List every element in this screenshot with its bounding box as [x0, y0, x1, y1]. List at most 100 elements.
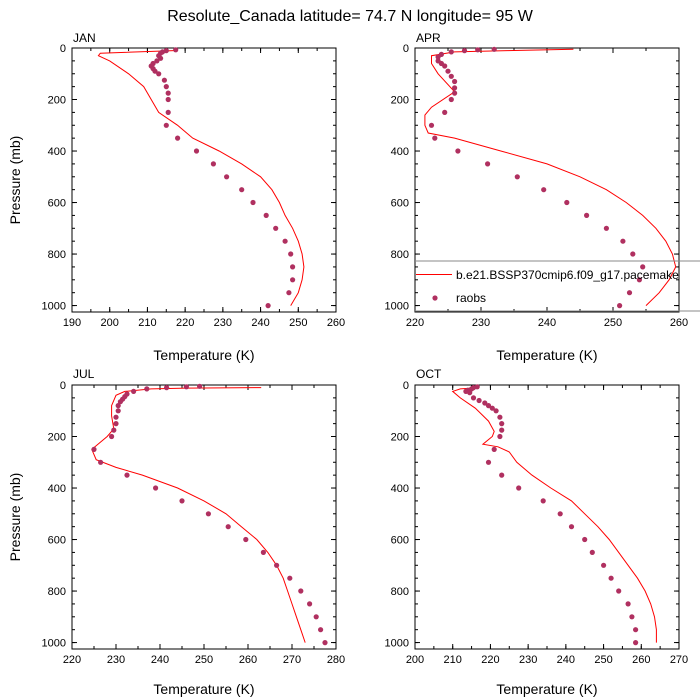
x-tick-label: 260 — [239, 654, 257, 666]
panel-jan: JAN Temperature (K) Pressure (mb) 190 200… — [7, 31, 345, 363]
obs-point — [288, 251, 293, 256]
obs-point — [569, 524, 574, 529]
obs-point — [630, 251, 635, 256]
y-tick-label: 800 — [391, 249, 409, 261]
x-tick-label: 240 — [151, 654, 169, 666]
x-tick-label: 240 — [538, 317, 556, 329]
plot-frame — [415, 385, 679, 649]
panel-oct: OCT Temperature (K) 200 210 220 230 240 250 26… — [385, 367, 689, 697]
obs-point — [541, 187, 546, 192]
model-series — [98, 51, 304, 306]
y-tick-label: 200 — [48, 432, 66, 444]
panel-title: OCT — [416, 367, 442, 381]
obs-point — [116, 403, 121, 408]
x-tick-label: 220 — [406, 317, 424, 329]
obs-point — [290, 264, 295, 269]
x-tick-label: 190 — [63, 317, 81, 329]
obs-point — [477, 398, 482, 403]
obs-point — [515, 174, 520, 179]
x-tick-label: 260 — [327, 317, 345, 329]
obs-point — [314, 614, 319, 619]
obs-point — [153, 485, 158, 490]
legend-obs-label: raobs — [456, 291, 486, 305]
obs-point — [266, 303, 271, 308]
plot-frame — [72, 48, 336, 312]
obs-point — [164, 84, 169, 89]
x-tick-label: 220 — [176, 317, 194, 329]
y-tick-label: 200 — [391, 432, 409, 444]
obs-point — [442, 110, 447, 115]
legend-model-label: b.e21.BSSP370cmip6.f09_g17.pacemake — [456, 268, 679, 282]
obs-point — [98, 460, 103, 465]
obs-point — [582, 537, 587, 542]
obs-point — [584, 213, 589, 218]
x-tick-label: 230 — [472, 317, 490, 329]
x-tick-label: 260 — [632, 654, 650, 666]
obs-point — [164, 385, 169, 390]
obs-point — [449, 97, 454, 102]
obs-point — [429, 123, 434, 128]
obs-point — [499, 473, 504, 478]
obs-point — [499, 421, 504, 426]
x-tick-label: 220 — [63, 654, 81, 666]
obs-point — [492, 47, 497, 52]
x-tick-label: 260 — [670, 317, 688, 329]
obs-point — [166, 97, 171, 102]
axis-ticks — [72, 48, 336, 312]
obs-point — [290, 277, 295, 282]
obs-point — [462, 48, 467, 53]
y-tick-label: 1000 — [385, 638, 409, 650]
obs-point — [116, 408, 121, 413]
obs-point — [467, 390, 472, 395]
obs-point — [449, 49, 454, 54]
obs-point — [166, 91, 171, 96]
x-tick-label: 230 — [214, 317, 232, 329]
obs-point — [432, 136, 437, 141]
y-tick-label: 600 — [391, 198, 409, 210]
x-tick-label: 270 — [283, 654, 301, 666]
obs-point — [620, 239, 625, 244]
obs-point — [224, 174, 229, 179]
y-tick-label: 200 — [391, 95, 409, 107]
y-tick-label: 400 — [391, 483, 409, 495]
y-tick-label: 600 — [48, 198, 66, 210]
x-tick-label: 210 — [444, 654, 462, 666]
obs-point — [442, 63, 447, 68]
x-tick-label: 240 — [557, 654, 575, 666]
obs-point — [590, 550, 595, 555]
x-tick-label: 250 — [289, 317, 307, 329]
tick-labels: 200 210 220 230 240 250 260 270 0 200 400 600 800 100… — [385, 380, 689, 666]
obs-point — [109, 434, 114, 439]
obs-point — [184, 384, 189, 389]
obs-point — [197, 384, 202, 389]
model-line — [92, 388, 305, 643]
obs-point — [131, 389, 136, 394]
x-tick-label: 210 — [138, 317, 156, 329]
x-tick-label: 250 — [604, 317, 622, 329]
obs-point — [626, 601, 631, 606]
y-axis-label: Pressure (mb) — [7, 473, 23, 562]
obs-point — [194, 148, 199, 153]
x-tick-label: 280 — [327, 654, 345, 666]
model-line — [98, 51, 304, 306]
obs-point — [471, 395, 476, 400]
obs-point — [449, 74, 454, 79]
obs-point — [516, 485, 521, 490]
obs-point — [206, 511, 211, 516]
obs-point — [264, 213, 269, 218]
y-tick-label: 200 — [48, 95, 66, 107]
obs-series — [91, 384, 327, 646]
legend-marker-swatch — [432, 295, 437, 300]
obs-point — [173, 47, 178, 52]
x-axis-label: Temperature (K) — [496, 681, 597, 697]
obs-point — [318, 627, 323, 632]
axis-ticks — [415, 385, 679, 649]
x-tick-label: 270 — [670, 654, 688, 666]
x-axis-label: Temperature (K) — [153, 347, 254, 363]
x-tick-label: 220 — [481, 654, 499, 666]
obs-point — [452, 79, 457, 84]
y-axis-label: Pressure (mb) — [7, 136, 23, 225]
obs-point — [452, 91, 457, 96]
y-tick-label: 1000 — [42, 638, 66, 650]
obs-point — [604, 226, 609, 231]
